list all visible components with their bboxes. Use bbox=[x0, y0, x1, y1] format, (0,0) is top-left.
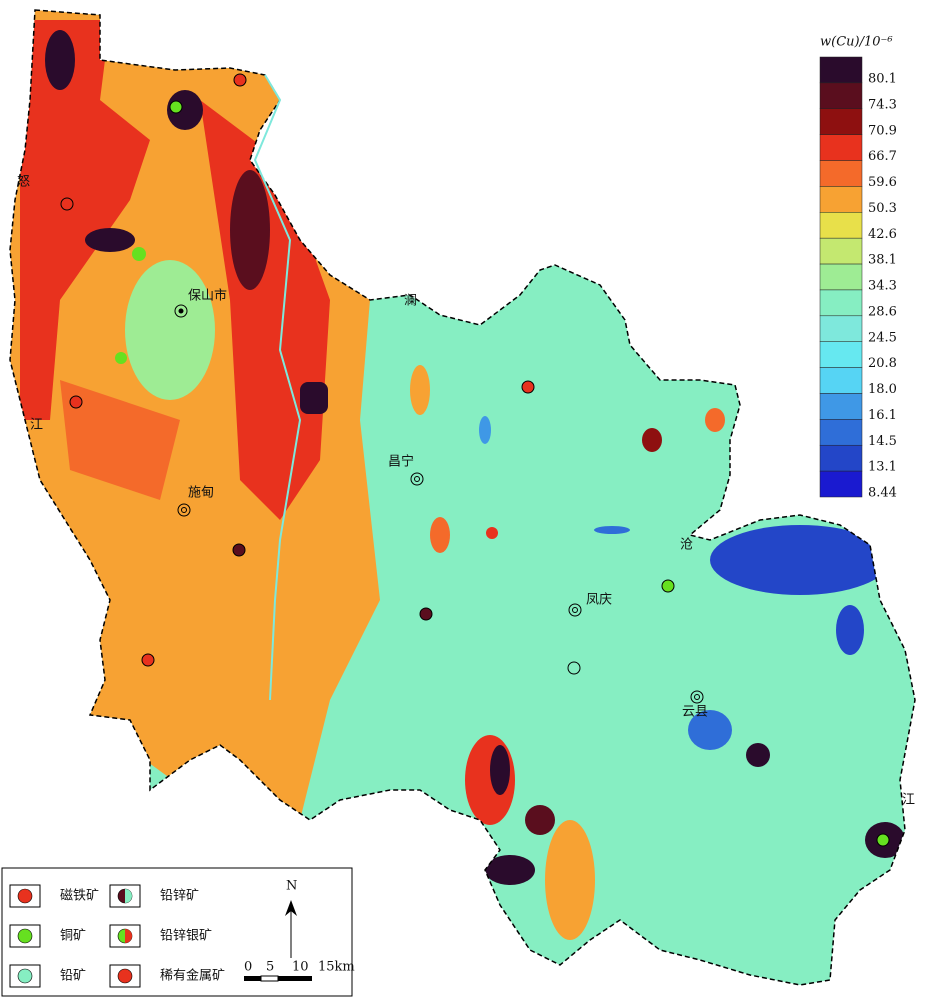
scale-label: 34.3 bbox=[868, 279, 897, 294]
scale-label: 50.3 bbox=[868, 201, 897, 216]
scale-bin bbox=[819, 108, 863, 135]
scale-bin bbox=[819, 212, 863, 239]
scale-label: 42.6 bbox=[868, 227, 897, 242]
scale-label: 28.6 bbox=[868, 304, 897, 319]
scale-tick: 5 bbox=[266, 960, 274, 975]
scale-bin bbox=[819, 393, 863, 420]
scale-label: 24.5 bbox=[868, 330, 897, 345]
legend-icon bbox=[17, 888, 33, 904]
scale-bin bbox=[819, 289, 863, 317]
towns bbox=[174, 304, 704, 704]
legend-box bbox=[109, 884, 141, 908]
scale-label: 38.1 bbox=[868, 253, 897, 268]
river-label: 江 bbox=[902, 793, 915, 808]
place-label: 施甸 bbox=[188, 486, 214, 501]
scale-label: 80.1 bbox=[868, 72, 897, 87]
scale-bin bbox=[819, 82, 863, 110]
color-scale: 80.1 74.3 70.9 66.7 59.6 50.3 42.6 38.1 34.3 28.6… bbox=[819, 56, 897, 501]
legend-label: 铜矿 bbox=[60, 929, 86, 944]
place-label: 凤庆 bbox=[586, 593, 612, 608]
mineral-sites bbox=[60, 73, 890, 847]
scale-label: 66.7 bbox=[868, 149, 897, 164]
legend-box bbox=[109, 964, 141, 988]
scale-tick: 10 bbox=[292, 960, 309, 975]
scale-bin bbox=[819, 341, 863, 368]
scale-bin bbox=[819, 160, 863, 187]
scale-label: 8.44 bbox=[868, 486, 897, 501]
scale-label: 16.1 bbox=[868, 408, 897, 423]
scale-bin bbox=[819, 367, 863, 394]
scale-label: 13.1 bbox=[868, 460, 897, 475]
legend-label: 铅锌矿 bbox=[160, 889, 199, 904]
mineral-legend bbox=[1, 867, 353, 997]
river-label: 澜 bbox=[404, 294, 417, 309]
scale-tick: 15km bbox=[318, 960, 355, 975]
scale-bin bbox=[819, 186, 863, 213]
scale-bin bbox=[819, 263, 863, 291]
scale-title: w(Cu)/10⁻⁶ bbox=[820, 35, 893, 50]
scale-label: 20.8 bbox=[868, 356, 897, 371]
legend-box bbox=[9, 924, 41, 948]
scale-label: 14.5 bbox=[868, 434, 897, 449]
scale-bin bbox=[819, 134, 863, 161]
legend-label: 磁铁矿 bbox=[60, 889, 99, 904]
river-label: 沧 bbox=[680, 537, 693, 553]
legend-label: 稀有金属矿 bbox=[160, 968, 225, 984]
legend-box bbox=[109, 924, 141, 948]
scale-label: 18.0 bbox=[868, 382, 897, 397]
scale-label: 74.3 bbox=[868, 97, 897, 112]
legend-icon bbox=[17, 928, 33, 944]
scale-bin bbox=[819, 315, 863, 342]
place-label: 昌宁 bbox=[388, 454, 414, 470]
scale-bin bbox=[819, 237, 863, 265]
place-label: 云县 bbox=[682, 705, 708, 720]
scale-bin bbox=[819, 444, 863, 472]
north-arrow: N bbox=[286, 879, 297, 894]
scale-label: 70.9 bbox=[868, 123, 897, 138]
legend-icon bbox=[125, 889, 132, 903]
legend-label: 铅矿 bbox=[60, 969, 86, 984]
legend-icon bbox=[117, 968, 133, 984]
place-label: 保山市 bbox=[188, 288, 227, 304]
scale-bin bbox=[819, 419, 863, 446]
scale-label: 59.6 bbox=[868, 175, 897, 190]
legend-label: 铅锌银矿 bbox=[160, 929, 212, 944]
scale-bin bbox=[819, 470, 863, 498]
legend-box bbox=[9, 964, 41, 988]
legend-icon bbox=[125, 929, 132, 943]
scale-bin bbox=[819, 56, 863, 84]
river-label: 江 bbox=[30, 418, 43, 433]
scale-tick: 0 bbox=[244, 960, 252, 975]
legend-box bbox=[9, 884, 41, 908]
legend-icon bbox=[17, 968, 33, 984]
river-label: 怒 bbox=[17, 175, 30, 190]
